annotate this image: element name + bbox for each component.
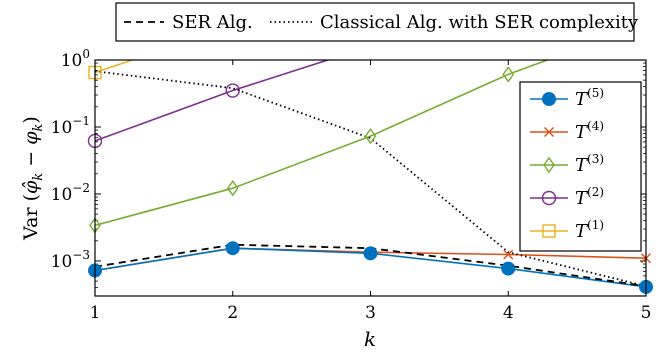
- top-legend-box: [115, 2, 635, 42]
- y-tick-label: 10−1: [51, 114, 90, 138]
- series-line-t-1: [95, 60, 135, 74]
- legend-label-t-4: T(4): [575, 119, 604, 143]
- legend-label-ser: SER Alg.: [172, 12, 253, 33]
- legend-marker-t-4: [544, 127, 554, 137]
- marker-t-5: [363, 246, 378, 261]
- y-tick-label: 10−2: [51, 181, 90, 205]
- marker-t-5: [225, 241, 240, 256]
- marker-t-2: [225, 83, 240, 98]
- y-axis-title: Var (φ̂k − φk): [20, 116, 46, 241]
- x-tick-label: 4: [503, 303, 514, 323]
- legend-marker-t-1: [542, 224, 556, 238]
- x-tick-label: 5: [641, 303, 652, 323]
- legend-label-t-3: T(3): [575, 152, 604, 176]
- ticks-layer: 1 2 3 4 5 10−3 10−2 10−1 100: [51, 47, 652, 323]
- legend-marker-t-2: [541, 190, 557, 206]
- right-legend: T(5) T(4) T(3) T(2) T(1): [519, 81, 642, 252]
- x-axis-title: k: [364, 327, 376, 351]
- right-legend-box: [519, 81, 642, 252]
- top-legend: SER Alg. Classical Alg. with SER complex…: [115, 2, 639, 42]
- legend-label-t-2: T(2): [575, 185, 604, 209]
- marker-t-3: [502, 66, 515, 83]
- x-tick-label: 1: [90, 303, 101, 323]
- marker-t-4: [503, 249, 514, 260]
- legend-marker-t-5: [542, 92, 556, 106]
- series-line-t-2: [95, 60, 331, 142]
- y-tick-label: 100: [61, 47, 90, 71]
- legend-label-t-1: T(1): [575, 218, 604, 242]
- legend-label-classical: Classical Alg. with SER complexity: [320, 12, 639, 33]
- x-tick-label: 2: [227, 303, 238, 323]
- marker-t-5: [501, 261, 516, 276]
- plot-frame: [94, 59, 647, 297]
- legend-label-t-5: T(5): [575, 86, 604, 110]
- x-tick-label: 3: [365, 303, 376, 323]
- series-line-t-3: [95, 60, 550, 227]
- y-tick-label: 10−3: [51, 248, 90, 272]
- marker-t-3: [226, 179, 239, 197]
- marker-t-3: [364, 127, 377, 145]
- legend-marker-t-3: [543, 156, 555, 174]
